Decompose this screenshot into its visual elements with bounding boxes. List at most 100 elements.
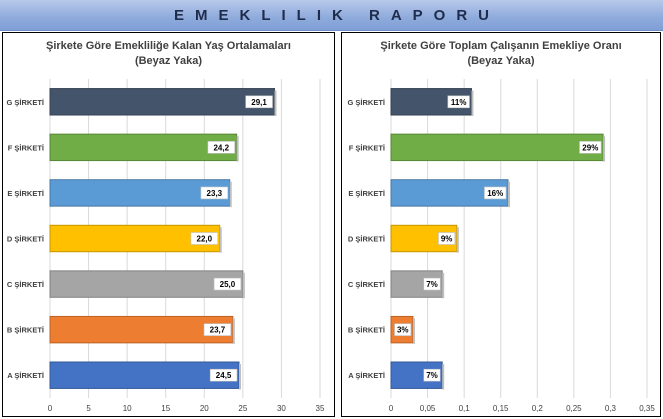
bar-shadow <box>236 136 239 162</box>
data-label: 7% <box>423 277 441 291</box>
data-label-box <box>423 368 441 382</box>
y-tick-label: D ŞİRKETİ <box>348 235 385 244</box>
data-label: 22,0 <box>190 232 219 245</box>
data-label-box <box>423 277 441 291</box>
bar-shadow <box>239 363 241 390</box>
x-tick-label: 0,3 <box>605 404 617 413</box>
bar <box>49 315 234 344</box>
x-tick-label: 0 <box>48 404 53 413</box>
data-label: 23,7 <box>203 323 232 336</box>
x-tick-label: 0,2 <box>532 404 544 413</box>
chart-title: Şirkete Göre Toplam Çalışanın Emekliye O… <box>380 40 622 52</box>
x-tick-label: 5 <box>86 404 91 413</box>
data-label: 24,5 <box>209 368 238 382</box>
data-label-text: 29,1 <box>251 98 267 107</box>
data-label-box <box>200 186 229 200</box>
data-label: 24,2 <box>207 141 235 154</box>
data-label-box <box>213 277 242 291</box>
data-label: 7% <box>423 368 441 382</box>
x-tick-label: 0,35 <box>639 404 655 413</box>
bar-shadow <box>229 181 232 208</box>
y-tick-label: A ŞİRKETİ <box>348 371 385 380</box>
bar-chart-retirement-age: 0 5 10 15 20 25 30 35 G ŞİRKETİ 29,1 F ŞİRKETİ 24,2… <box>6 79 325 413</box>
bar <box>49 270 244 298</box>
data-label: 29,1 <box>245 95 273 109</box>
data-label-text: 23,3 <box>207 189 223 198</box>
bar <box>49 133 238 162</box>
x-tick-label: 15 <box>161 404 170 413</box>
chart-title: Şirkete Göre Emekliliğe Kalan Yaş Ortala… <box>46 40 291 52</box>
data-label-text: 9% <box>441 235 453 244</box>
bar-shadow <box>456 227 459 253</box>
report-banner: EMEKLILIK RAPORU <box>0 0 663 31</box>
bar-shadow <box>442 272 445 299</box>
bar <box>49 179 231 207</box>
bar-shadow <box>242 272 245 299</box>
data-label: 25,0 <box>213 277 242 291</box>
y-tick-label: F ŞİRKETİ <box>349 143 385 152</box>
bar <box>390 133 604 162</box>
chart-subtitle: (Beyaz Yaka) <box>134 55 203 67</box>
data-label-box <box>190 232 219 245</box>
data-label: 23,3 <box>200 186 229 200</box>
data-label: 29% <box>579 141 602 154</box>
x-tick-label: 0,25 <box>566 404 582 413</box>
bar-shadow <box>232 318 235 344</box>
y-tick-label: F ŞİRKETİ <box>8 143 44 152</box>
data-label-box <box>579 141 602 154</box>
data-label-text: 11% <box>451 98 467 107</box>
data-label: 3% <box>394 323 412 336</box>
chart-panel-retirement-age: Şirkete Göre Emekliliğe Kalan Yaş Ortala… <box>2 32 335 417</box>
data-label-text: 29% <box>582 143 598 152</box>
y-tick-label: C ŞİRKETİ <box>348 280 385 289</box>
data-label-text: 24,5 <box>216 371 232 380</box>
data-label-text: 24,2 <box>213 143 229 152</box>
data-label-box <box>203 323 232 336</box>
data-label: 11% <box>447 95 470 109</box>
data-label-text: 3% <box>397 326 409 335</box>
data-label-box <box>245 95 273 109</box>
y-tick-label: E ŞİRKETİ <box>7 189 44 198</box>
y-tick-label: A ŞİRKETİ <box>7 371 44 380</box>
bar-shadow <box>412 318 415 344</box>
bar-chart-retiree-ratio: 0 0,05 0,1 0,15 0,2 0,25 0,3 0,35 G ŞİRKETİ 11% F … <box>347 79 655 413</box>
data-label-text: 22,0 <box>197 235 213 244</box>
x-tick-label: 35 <box>316 404 325 413</box>
x-tick-label: 30 <box>277 404 286 413</box>
data-label-box <box>207 141 235 154</box>
data-label: 16% <box>484 186 507 200</box>
bar <box>49 88 275 116</box>
x-tick-label: 0 <box>389 404 394 413</box>
data-label-box <box>394 323 412 336</box>
bar-shadow <box>219 227 222 253</box>
bar-shadow <box>603 136 606 162</box>
data-label-text: 25,0 <box>220 280 236 289</box>
y-tick-label: E ŞİRKETİ <box>348 189 385 198</box>
x-tick-label: 0,05 <box>420 404 436 413</box>
data-label-box <box>209 368 238 382</box>
x-tick-label: 0,15 <box>493 404 509 413</box>
data-label-box <box>484 186 507 200</box>
chart-panel-retiree-ratio: Şirkete Göre Toplam Çalışanın Emekliye O… <box>341 32 661 417</box>
y-tick-label: B ŞİRKETİ <box>348 326 385 335</box>
data-label-text: 23,7 <box>210 326 226 335</box>
y-tick-label: G ŞİRKETİ <box>6 98 44 107</box>
bar-shadow <box>274 90 277 117</box>
data-label-text: 16% <box>487 189 503 198</box>
x-tick-label: 10 <box>123 404 132 413</box>
bar-shadow <box>471 90 474 117</box>
bar <box>49 361 240 389</box>
bar-shadow <box>442 363 445 390</box>
x-tick-label: 20 <box>200 404 209 413</box>
y-tick-label: D ŞİRKETİ <box>7 235 44 244</box>
x-tick-label: 25 <box>238 404 247 413</box>
report-title: EMEKLILIK RAPORU <box>174 6 500 24</box>
data-label-text: 7% <box>426 280 438 289</box>
data-label-box <box>447 95 470 109</box>
bar-shadow <box>508 181 511 208</box>
data-label-text: 7% <box>426 371 438 380</box>
data-label-box <box>438 232 456 245</box>
y-tick-label: B ŞİRKETİ <box>7 326 44 335</box>
data-label: 9% <box>438 232 456 245</box>
y-tick-label: C ŞİRKETİ <box>7 280 44 289</box>
